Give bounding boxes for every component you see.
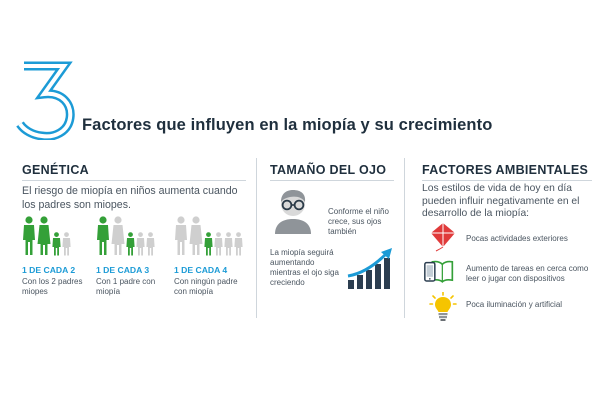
child-myopic-icon xyxy=(204,232,213,256)
child-myopic-icon xyxy=(52,232,61,256)
child-glasses-icon xyxy=(275,190,311,234)
stat-desc-both-parents: Con los 2 padres miopes xyxy=(22,277,83,296)
genetica-description: El riesgo de miopía en niños aumenta cua… xyxy=(22,185,238,211)
lightbulb-icon xyxy=(429,292,457,321)
child-unaffected-icon xyxy=(224,232,233,256)
parent-unaffected-icon xyxy=(174,216,188,256)
parent-myopic-icon xyxy=(37,216,51,256)
ambientales-description: Los estilos de vida de hoy en día pueden… xyxy=(422,183,580,220)
family-both-parents-myopic xyxy=(22,216,71,256)
genetica-heading: GENÉTICA xyxy=(22,163,89,177)
parent-unaffected-icon xyxy=(189,216,203,256)
stat-ratio-both-parents: 1 DE CADA 2 xyxy=(22,265,76,275)
tamano-divider xyxy=(270,180,394,181)
parent-unaffected-icon xyxy=(111,216,125,256)
stat-desc-one-parent: Con 1 padre con miopía xyxy=(96,277,156,296)
factor-lighting-label: Poca iluminación y artificial xyxy=(466,300,563,309)
child-unaffected-icon xyxy=(146,232,155,256)
child-myopic-icon xyxy=(126,232,135,256)
child-unaffected-icon xyxy=(234,232,243,256)
stat-ratio-one-parent: 1 DE CADA 3 xyxy=(96,265,150,275)
parent-myopic-icon xyxy=(22,216,36,256)
phone-book-icon xyxy=(424,260,454,284)
stat-ratio-no-parent: 1 DE CADA 4 xyxy=(174,265,228,275)
ambientales-heading: FACTORES AMBIENTALES xyxy=(422,163,589,177)
ambientales-divider xyxy=(422,180,592,181)
genetica-divider xyxy=(22,180,246,181)
growth-bars-icon xyxy=(347,248,392,289)
factor-outdoor-label: Pocas actividades exteriores xyxy=(466,234,568,243)
column-divider-2 xyxy=(404,158,405,318)
number-three-graphic xyxy=(16,61,75,140)
family-one-parent-myopic xyxy=(96,216,155,256)
child-unaffected-icon xyxy=(62,232,71,256)
factor-near-tasks-label: Aumento de tareas en cerca como leer o j… xyxy=(466,264,589,283)
family-no-parent-myopic xyxy=(174,216,243,256)
stat-desc-no-parent: Con ningún padre con miopía xyxy=(174,277,238,296)
tamano-note-growth: Conforme el niño crece, sus ojos también xyxy=(328,207,389,236)
column-divider-1 xyxy=(256,158,257,318)
tamano-note-progression: La miopía seguirá aumentando mientras el… xyxy=(270,248,339,287)
tamano-heading: TAMAÑO DEL OJO xyxy=(270,163,387,177)
child-unaffected-icon xyxy=(214,232,223,256)
kite-icon xyxy=(431,223,455,252)
parent-myopic-icon xyxy=(96,216,110,256)
page-title: Factores que influyen en la miopía y su … xyxy=(82,116,493,134)
child-unaffected-icon xyxy=(136,232,145,256)
